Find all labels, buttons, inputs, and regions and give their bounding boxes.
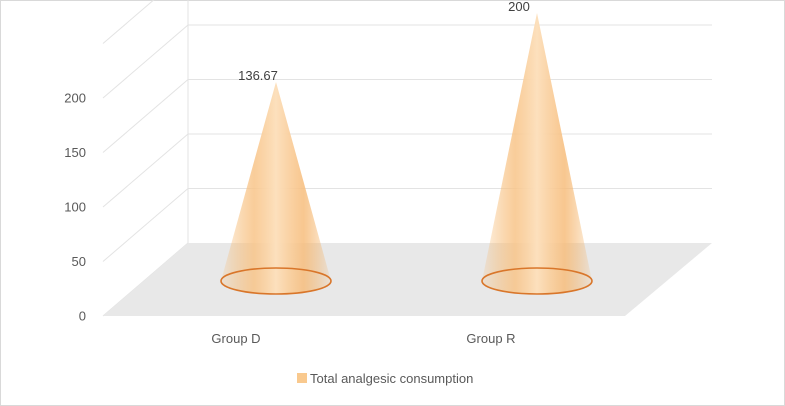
- floor-plane: [103, 243, 712, 316]
- chart-floor: [103, 243, 712, 316]
- legend-swatch: [297, 373, 307, 383]
- y-tick-label: 0: [79, 309, 86, 324]
- cone-bar: [220, 82, 332, 295]
- legend-label: Total analgesic consumption: [310, 370, 474, 386]
- cone-series: 136.67 200: [220, 0, 593, 295]
- gridline-side: [102, 133, 189, 208]
- gridline-side: [102, 0, 155, 44]
- y-axis-ticks: 0 50 100 150 200: [64, 91, 86, 324]
- cone-body: [482, 13, 592, 294]
- data-label: 136.67: [238, 68, 278, 83]
- data-label: 200: [508, 0, 530, 14]
- y-tick-label: 200: [64, 91, 86, 106]
- x-axis-categories: Group D Group R: [211, 331, 515, 346]
- cone-base-rim: [481, 267, 593, 295]
- category-label: Group R: [466, 331, 515, 346]
- y-tick-label: 50: [72, 254, 86, 269]
- category-label: Group D: [211, 331, 260, 346]
- cone-body: [221, 82, 331, 295]
- y-tick-label: 100: [64, 200, 86, 215]
- cone-base-rim: [220, 267, 332, 295]
- gridline-side: [102, 188, 189, 262]
- cone-bar: [481, 13, 593, 295]
- y-tick-label: 150: [64, 145, 86, 160]
- legend: Total analgesic consumption: [297, 369, 473, 387]
- gridline-side: [102, 24, 189, 99]
- gridline-side: [102, 79, 189, 153]
